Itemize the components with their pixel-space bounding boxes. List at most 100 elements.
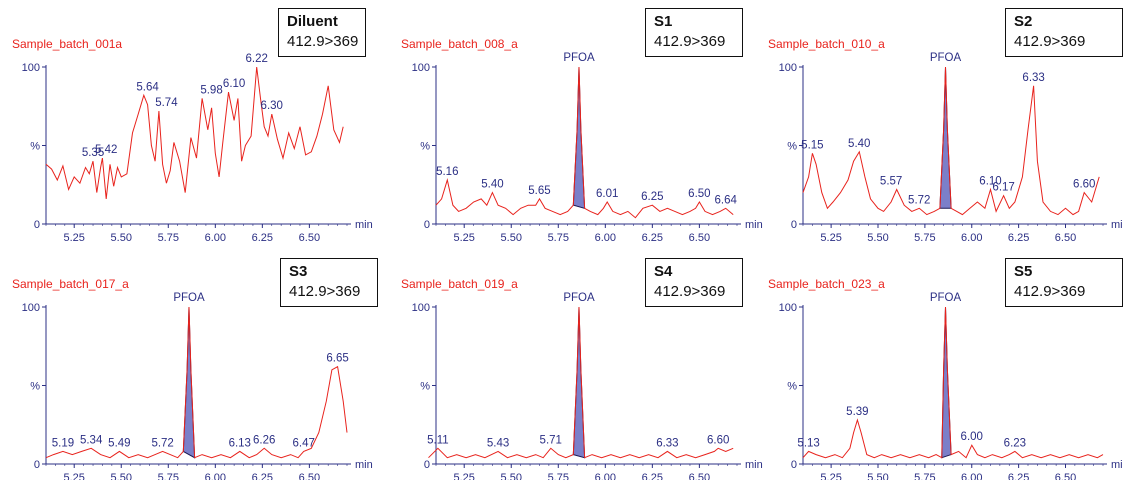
- peak-rt-label: 6.10: [223, 78, 245, 90]
- x-axis-unit: min: [745, 219, 763, 231]
- x-tick-label: 5.25: [820, 472, 841, 480]
- compound-label: S2: [1014, 13, 1033, 30]
- y-tick-label: 100: [779, 302, 797, 314]
- peak-rt-label: 5.98: [200, 84, 222, 96]
- peak-rt-label: 5.11: [427, 434, 449, 446]
- chromatogram-trace: [45, 306, 348, 459]
- x-tick-label: 5.25: [454, 472, 475, 480]
- chromatogram-trace: [802, 306, 1104, 459]
- x-axis-unit: min: [355, 459, 373, 471]
- integrated-peak-area: [572, 66, 586, 209]
- x-tick-label: 5.50: [501, 232, 522, 244]
- x-tick-label: 6.00: [595, 472, 616, 480]
- peak-rt-label: 5.42: [95, 144, 117, 156]
- chromatogram-trace: [45, 66, 344, 199]
- y-tick-label: 100: [412, 62, 430, 74]
- peak-rt-label: 5.49: [108, 437, 130, 449]
- x-tick-label: 6.50: [299, 472, 320, 480]
- peak-rt-label: 5.64: [136, 81, 159, 93]
- x-tick-label: 6.50: [299, 232, 320, 244]
- peak-rt-label: 6.01: [596, 188, 618, 200]
- trace-info-box: Diluent 412.9>369: [278, 8, 366, 57]
- x-tick-label: 6.00: [961, 232, 982, 244]
- peak-name-label: PFOA: [930, 52, 962, 64]
- peak-rt-label: 5.71: [540, 434, 562, 446]
- peak-name-label: PFOA: [563, 292, 595, 304]
- chromatogram-trace: [802, 66, 1100, 216]
- y-tick-label: 0: [791, 459, 797, 471]
- peak-name-label: PFOA: [173, 292, 205, 304]
- x-tick-label: 5.75: [158, 232, 179, 244]
- peak-rt-label: 6.23: [1004, 437, 1026, 449]
- x-tick-label: 5.50: [501, 472, 522, 480]
- x-tick-label: 6.50: [689, 472, 710, 480]
- peak-rt-label: 5.34: [80, 434, 103, 446]
- x-axis-unit: min: [745, 459, 763, 471]
- peak-rt-label: 5.39: [846, 406, 868, 418]
- sample-name: Sample_batch_017_a: [12, 277, 129, 291]
- chromatogram-trace: [435, 66, 734, 219]
- x-tick-label: 5.75: [548, 472, 569, 480]
- peak-rt-label: 6.26: [253, 434, 275, 446]
- peak-rt-label: 6.60: [707, 434, 729, 446]
- y-tick-label: 0: [791, 219, 797, 231]
- peak-rt-label: 6.60: [1073, 179, 1095, 191]
- transition-label: 412.9>369: [1014, 33, 1086, 50]
- peak-rt-label: 6.17: [992, 182, 1014, 194]
- chromatogram-plot: 100% 0 5.25 5.50 5.75 6.00 6.25 6.50 min PFOA 5.13…: [779, 292, 1123, 480]
- trace-info-box: S2 412.9>369: [1005, 8, 1123, 57]
- x-tick-label: 6.50: [1055, 232, 1076, 244]
- y-tick-label: 100: [22, 62, 40, 74]
- peak-rt-label: 5.40: [848, 138, 870, 150]
- x-tick-label: 6.00: [595, 232, 616, 244]
- x-axis-unit: min: [355, 219, 373, 231]
- peak-rt-label: 6.33: [656, 437, 678, 449]
- peak-rt-label: 5.43: [487, 437, 509, 449]
- peak-rt-label: 6.50: [688, 188, 710, 200]
- x-tick-label: 5.50: [111, 232, 132, 244]
- peak-rt-label: 5.65: [528, 185, 550, 197]
- peak-rt-label: 5.57: [880, 175, 902, 187]
- chromatogram-plot: 100% 0 5.25 5.50 5.75 6.00 6.25 6.50 min PFOA 5.19…: [22, 292, 373, 480]
- y-tick-label: 100: [779, 62, 797, 74]
- compound-label: S5: [1014, 263, 1033, 280]
- y-tick-label: 0: [424, 219, 430, 231]
- x-tick-label: 6.25: [252, 232, 273, 244]
- compound-label: S1: [654, 13, 673, 30]
- peak-rt-label: 5.72: [151, 437, 173, 449]
- x-tick-label: 5.50: [111, 472, 132, 480]
- integrated-peak-area: [572, 306, 586, 459]
- y-tick-label: 0: [34, 459, 40, 471]
- y-tick-label: 100: [412, 302, 430, 314]
- x-tick-label: 6.00: [205, 472, 226, 480]
- peak-name-label: PFOA: [930, 292, 962, 304]
- x-tick-label: 6.50: [1055, 472, 1076, 480]
- transition-label: 412.9>369: [654, 283, 726, 300]
- x-tick-label: 6.25: [252, 472, 273, 480]
- x-tick-label: 5.25: [820, 232, 841, 244]
- peak-rt-label: 6.25: [641, 191, 663, 203]
- x-tick-label: 5.75: [158, 472, 179, 480]
- integrated-peak-area: [182, 306, 196, 459]
- x-axis-unit: min: [1111, 459, 1123, 471]
- peak-rt-label: 5.35: [82, 147, 104, 159]
- x-tick-label: 5.25: [454, 232, 475, 244]
- x-tick-label: 6.50: [689, 232, 710, 244]
- peak-rt-label: 5.15: [801, 139, 823, 151]
- x-tick-label: 5.25: [64, 472, 85, 480]
- peak-rt-label: 5.19: [52, 437, 74, 449]
- transition-label: 412.9>369: [287, 33, 359, 50]
- chromatogram-plot: 100% 0 5.25 5.50 5.75 6.00 6.25 6.50 min PFOA 5.16…: [412, 52, 763, 244]
- peak-rt-label: 6.30: [261, 100, 283, 112]
- x-tick-label: 5.25: [64, 232, 85, 244]
- sample-name: Sample_batch_019_a: [401, 277, 518, 291]
- transition-label: 412.9>369: [1014, 283, 1086, 300]
- peak-rt-label: 5.40: [481, 179, 503, 191]
- peak-rt-label: 6.33: [1022, 72, 1044, 84]
- y-tick-label: 0: [34, 219, 40, 231]
- compound-label: S4: [654, 263, 673, 280]
- x-tick-label: 6.25: [1008, 472, 1029, 480]
- x-tick-label: 6.25: [642, 472, 663, 480]
- compound-label: S3: [289, 263, 308, 280]
- y-tick-label: %: [420, 141, 430, 153]
